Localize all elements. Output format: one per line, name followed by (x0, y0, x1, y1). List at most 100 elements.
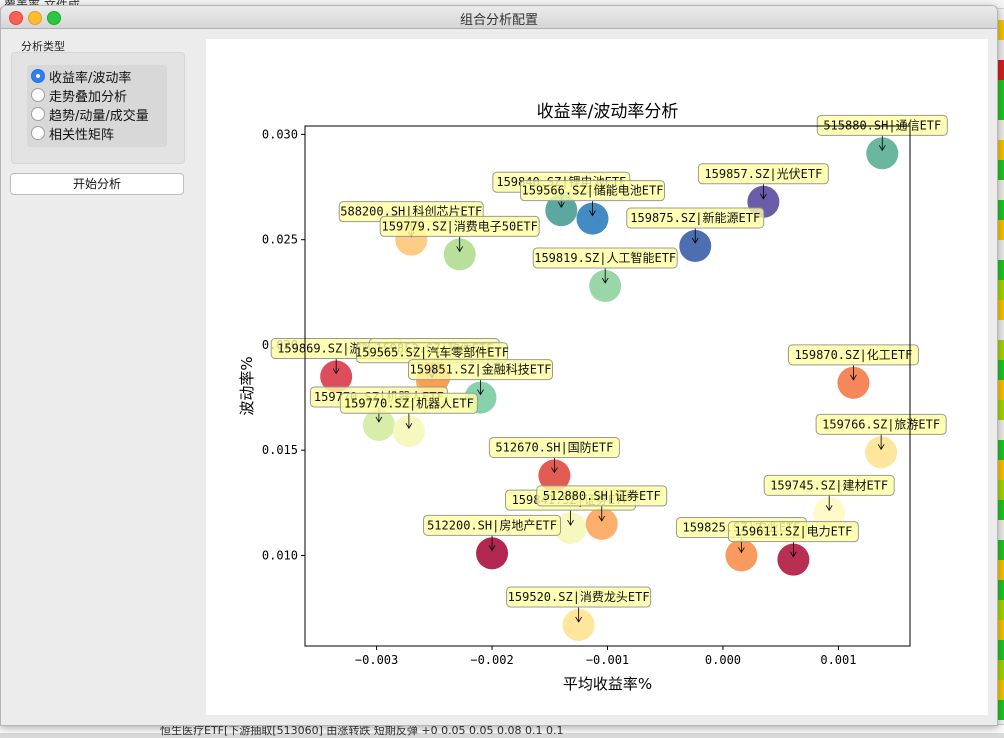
annotation-arrowhead (557, 202, 565, 208)
background-cell (996, 60, 1004, 80)
scatter-point (392, 415, 425, 448)
radio-button-icon[interactable] (31, 126, 45, 140)
annotation-box (379, 215, 540, 237)
y-tick-label: 0.010 (262, 548, 298, 562)
background-cell (996, 200, 1004, 220)
annotation-label: 159566.SZ|储能电池ETF (522, 183, 664, 198)
background-cell (996, 340, 1004, 360)
annotation-box (536, 485, 668, 507)
annotation-box (763, 474, 895, 496)
background-cell (996, 560, 1004, 580)
window-titlebar[interactable]: 组合分析配置 (1, 6, 997, 29)
annotation-label: 159819.SZ|人工智能ETF (534, 250, 676, 265)
background-cell (996, 520, 1004, 540)
background-cell (996, 700, 1004, 720)
minimize-window-button[interactable] (28, 11, 42, 25)
x-tick-label: −0.001 (586, 653, 629, 667)
annotation-arrowhead (790, 551, 797, 558)
annotation-label: 159857.SZ|光伏ETF (704, 167, 822, 181)
y-tick-label: 0.015 (262, 443, 298, 457)
background-cell (996, 40, 1004, 60)
annotation-arrowhead (738, 547, 745, 554)
background-cell (996, 440, 1004, 460)
background-cell (996, 620, 1004, 640)
scatter-point (725, 539, 758, 572)
background-cell (996, 180, 1004, 200)
point-annotations: 515880.SH|通信ETF159857.SZ|光伏ETF159840.SZ|… (270, 114, 948, 623)
background-cell (996, 680, 1004, 700)
background-cell (996, 280, 1004, 300)
scatter-point (545, 194, 578, 227)
annotation-box (816, 114, 948, 136)
analysis-config-window: 组合分析配置 分析类型 收益率/波动率 走势叠加分析 趋势/动量/成交量 相关性… (0, 5, 998, 726)
annotation-arrowhead (825, 505, 833, 512)
background-cell (996, 160, 1004, 180)
background-cell (996, 240, 1004, 260)
radio-label: 走势叠加分析 (49, 89, 128, 105)
annotation-label: 159770.SZ|机器人ETF (344, 396, 474, 410)
radio-button-icon[interactable] (31, 69, 45, 83)
scatter-point (362, 408, 395, 441)
analysis-type-group-title: 分析类型 (21, 40, 65, 53)
annotation-box (787, 344, 919, 366)
annotation-arrowhead (551, 467, 558, 474)
annotation-arrowhead (877, 444, 885, 451)
scatter-point (777, 543, 810, 576)
annotation-box (488, 436, 620, 458)
annotation-arrowhead (332, 368, 340, 375)
radio-label: 趋势/动量/成交量 (49, 108, 149, 124)
scatter-point (476, 537, 509, 570)
annotation-arrowhead (456, 246, 464, 253)
background-cell (996, 540, 1004, 560)
background-cell (996, 320, 1004, 340)
scatter-point (562, 608, 595, 641)
close-window-button[interactable] (9, 11, 23, 25)
background-cell (996, 400, 1004, 420)
annotation-label: 159779.SZ|消费电子50ETF (382, 219, 538, 233)
x-tick-label: −0.002 (470, 653, 513, 667)
annotation-label: 159870.SZ|化工ETF (794, 348, 912, 362)
radio-button-icon[interactable] (31, 88, 45, 102)
maximize-window-button[interactable] (47, 11, 61, 25)
annotation-arrowhead (878, 145, 886, 152)
y-tick-label: 0.030 (262, 127, 298, 141)
annotation-label: 159851.SZ|金融科技ETF (410, 362, 552, 377)
scatter-point (585, 507, 618, 540)
start-analysis-button[interactable]: 开始分析 (10, 173, 184, 195)
annotation-label: 159875.SZ|新能源ETF (630, 210, 760, 225)
background-cell (996, 500, 1004, 520)
annotation-box (697, 163, 829, 185)
annotation-label: 512200.SH|房地产ETF (427, 517, 557, 532)
scatter-point (443, 238, 476, 271)
radio-trend-overlay[interactable]: 走势叠加分析 (31, 86, 128, 105)
plot-frame (304, 125, 911, 647)
scatter-point (866, 137, 899, 170)
background-cell (996, 640, 1004, 660)
chart-title: 收益率/波动率分析 (537, 102, 679, 122)
background-cell (996, 100, 1004, 120)
background-cell (996, 580, 1004, 600)
scatter-point (679, 230, 712, 262)
scatter-point (554, 512, 587, 545)
background-cell (996, 260, 1004, 280)
radio-correlation-matrix[interactable]: 相关性矩阵 (31, 124, 115, 143)
annotation-box (519, 180, 665, 202)
chart-canvas: 收益率/波动率分析 平均收益率% 波动率% −0.003 −0.002 −0.001… (206, 39, 988, 715)
background-cell (996, 80, 1004, 100)
radio-trend-momentum-volume[interactable]: 趋势/动量/成交量 (31, 105, 149, 124)
window-title: 组合分析配置 (459, 13, 538, 28)
scatter-point (589, 270, 622, 302)
x-axis-title: 平均收益率% (563, 675, 652, 693)
annotation-label: 512670.SH|国防ETF (495, 439, 613, 454)
x-tick-label: 0.001 (820, 653, 856, 667)
radio-return-volatility[interactable]: 收益率/波动率 (31, 67, 131, 86)
scatter-point (538, 459, 571, 492)
radio-label: 相关性矩阵 (49, 127, 115, 143)
background-cell (996, 600, 1004, 620)
annotation-arrowhead (850, 374, 857, 381)
annotation-label: 159745.SZ|建材ETF (770, 478, 888, 492)
analysis-type-group: 收益率/波动率 走势叠加分析 趋势/动量/成交量 相关性矩阵 (11, 52, 185, 164)
y-tick-label: 0.025 (262, 233, 298, 247)
annotation-box (423, 514, 562, 536)
radio-button-icon[interactable] (31, 107, 45, 121)
